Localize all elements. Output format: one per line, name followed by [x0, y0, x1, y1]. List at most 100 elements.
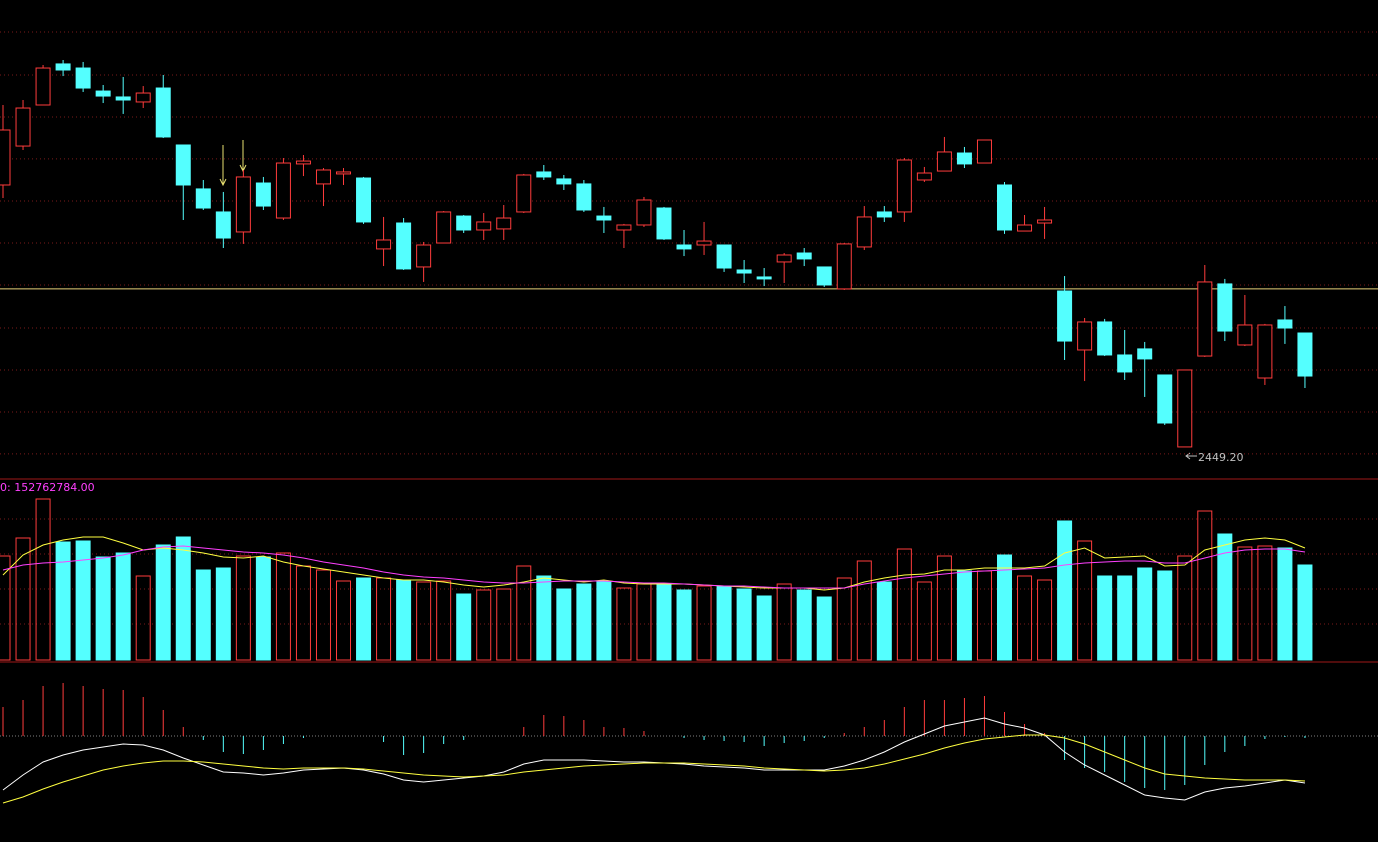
candle-body [1297, 332, 1313, 377]
macd-line [2, 734, 1306, 804]
candle-body [215, 211, 231, 239]
candle-body [1097, 321, 1113, 356]
volume-bar [536, 575, 552, 661]
volume-bar [876, 581, 892, 661]
volume-bar [235, 555, 251, 661]
volume-label: 0: 152762784.00 [0, 481, 95, 494]
candle-body [436, 211, 452, 244]
volume-bar [135, 575, 151, 661]
candle-body [997, 184, 1012, 231]
volume-bar [115, 552, 131, 661]
candle-body [1017, 224, 1033, 232]
candle-body [896, 159, 912, 213]
candle-body [15, 107, 31, 147]
volume-bar [1277, 547, 1293, 661]
candle-body [1257, 324, 1273, 379]
candle-body [295, 160, 311, 165]
candle-body [195, 188, 211, 209]
candle-body [716, 244, 732, 269]
candle-body [35, 67, 51, 106]
volume-bar [896, 548, 912, 661]
candle-body [275, 162, 291, 219]
volume-bar [616, 587, 632, 661]
candle-body [1037, 219, 1053, 224]
volume-bar [816, 596, 832, 661]
volume-bar [75, 540, 91, 661]
volume-bar [315, 569, 331, 661]
volume-bar [0, 555, 11, 661]
volume-bar [1257, 545, 1273, 661]
candle-body [115, 96, 131, 101]
volume-bar [1097, 575, 1113, 661]
volume-bar [195, 569, 211, 661]
candle-body [676, 244, 692, 250]
candle-body [235, 176, 251, 233]
candle-body [356, 177, 372, 223]
volume-ma-line [2, 536, 1306, 591]
candle-body [916, 172, 932, 181]
volume-bar [716, 585, 732, 661]
low-label: 2449.20 [1198, 451, 1244, 464]
candle-body [616, 224, 632, 231]
candle-body [416, 244, 432, 268]
candle-body [876, 211, 892, 218]
volume-bar [997, 554, 1012, 661]
volume-bar [956, 570, 972, 661]
candle-body [496, 217, 512, 230]
candle-body [1197, 281, 1213, 357]
volume-bar [1137, 567, 1153, 661]
volume-bar [35, 498, 51, 661]
candle-body [756, 276, 772, 280]
candle-body [1217, 283, 1233, 332]
candle-body [956, 152, 972, 165]
volume-bar [556, 588, 572, 661]
candle-body [1157, 374, 1173, 424]
candle-body [796, 252, 812, 260]
volume-bar [656, 583, 672, 661]
volume-bar [596, 581, 612, 661]
volume-bar [356, 577, 372, 661]
candle-body [856, 216, 872, 248]
candle-body [336, 171, 352, 175]
candle-body [696, 240, 712, 246]
candle-body [155, 87, 171, 138]
volume-bar [496, 588, 512, 661]
volume-bar [456, 593, 472, 661]
volume-bar [736, 588, 752, 661]
volume-bar [275, 552, 291, 661]
volume-bar [175, 536, 191, 661]
volume-bar [15, 537, 31, 661]
volume-bar [576, 583, 592, 661]
candle-body [1177, 369, 1193, 448]
volume-bar [416, 581, 432, 661]
candle-body [0, 129, 11, 186]
candle-body [976, 139, 992, 164]
candle-body [75, 67, 91, 89]
candle-body [376, 239, 392, 250]
candle-body [1117, 354, 1133, 373]
candle-body [1077, 321, 1093, 351]
volume-bar [255, 556, 271, 661]
volume-bar [436, 580, 452, 661]
candle-body [736, 269, 752, 274]
volume-bar [155, 544, 171, 661]
volume-bar [1157, 570, 1173, 661]
volume-bar [1297, 564, 1313, 661]
volume-bar [756, 595, 772, 661]
volume-bar [336, 580, 352, 661]
candle-body [315, 169, 331, 185]
candle-body [516, 174, 532, 213]
volume-bar [936, 555, 952, 661]
volume-ma-line [2, 545, 1306, 589]
volume-bar [1037, 579, 1053, 661]
volume-bar [1017, 575, 1033, 661]
candle-body [816, 266, 832, 286]
candle-body [396, 222, 412, 270]
arrow-head [219, 178, 227, 187]
volume-bar [1077, 540, 1093, 661]
candle-body [536, 171, 552, 178]
volume-bar [95, 556, 111, 661]
volume-bar [1117, 575, 1133, 661]
